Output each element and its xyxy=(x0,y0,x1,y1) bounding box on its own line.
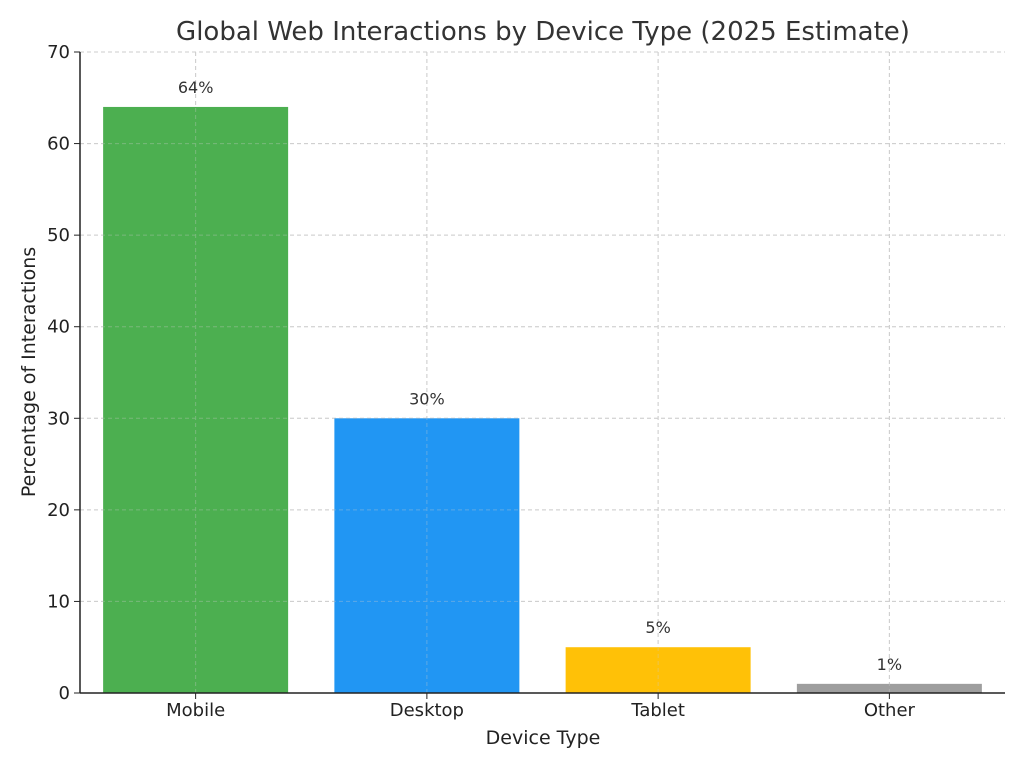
y-tick-label: 10 xyxy=(47,591,70,612)
bar-other xyxy=(796,683,982,693)
data-label: 5% xyxy=(645,618,670,637)
y-tick-label: 60 xyxy=(47,134,70,155)
x-axis-label: Device Type xyxy=(486,727,601,749)
bar-desktop xyxy=(334,418,520,693)
data-label: 30% xyxy=(409,389,445,408)
bars xyxy=(103,106,982,693)
x-ticks: Mobile Desktop Tablet Other xyxy=(166,693,916,721)
y-axis-label: Percentage of Interactions xyxy=(18,247,40,497)
x-tick-label: Mobile xyxy=(166,700,225,721)
data-label: 1% xyxy=(877,655,902,674)
x-tick-label: Other xyxy=(864,700,916,721)
y-tick-label: 30 xyxy=(47,408,70,429)
y-tick-label: 20 xyxy=(47,500,70,521)
y-ticks: 0 10 20 30 40 50 60 70 xyxy=(47,42,80,704)
bar-tablet xyxy=(565,647,751,693)
y-tick-label: 50 xyxy=(47,225,70,246)
y-tick-label: 40 xyxy=(47,317,70,338)
y-tick-label: 0 xyxy=(59,683,70,704)
data-label: 64% xyxy=(178,78,214,97)
bar-mobile xyxy=(103,106,289,693)
y-tick-label: 70 xyxy=(47,42,70,63)
x-tick-label: Desktop xyxy=(390,700,464,721)
x-tick-label: Tablet xyxy=(630,700,685,721)
chart-title: Global Web Interactions by Device Type (… xyxy=(176,17,910,47)
axes xyxy=(79,52,1005,694)
data-labels: 64% 30% 5% 1% xyxy=(178,78,902,674)
